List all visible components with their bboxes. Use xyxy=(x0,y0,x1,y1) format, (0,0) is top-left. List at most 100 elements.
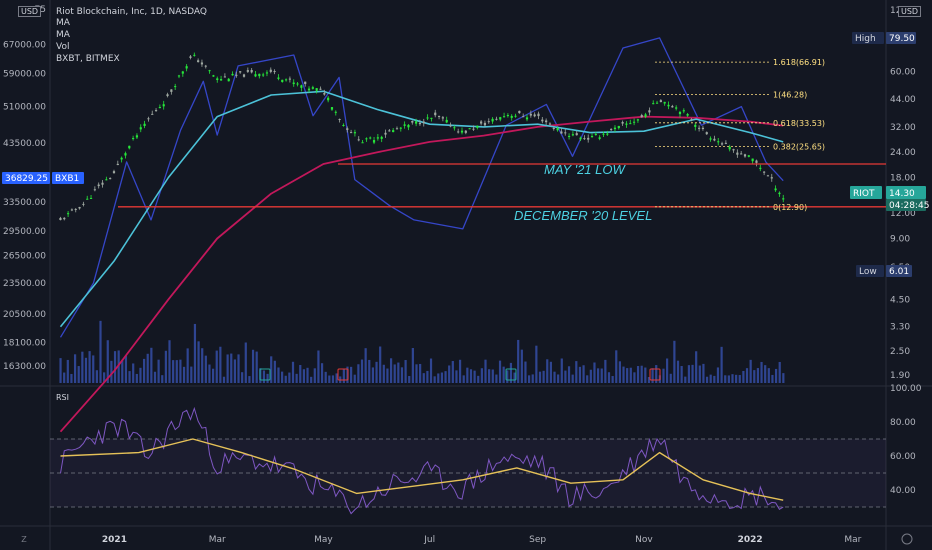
right-currency-badge[interactable]: USD xyxy=(898,6,922,17)
candle-body xyxy=(330,107,334,110)
candle-body xyxy=(445,119,448,123)
x-axis-tick: Jul xyxy=(423,535,435,545)
candle-body xyxy=(659,100,662,103)
volume-bar xyxy=(611,376,614,383)
volume-bar xyxy=(371,367,375,383)
volume-bar xyxy=(103,372,106,383)
candle-body xyxy=(629,123,632,125)
legend-ma-2[interactable]: MA xyxy=(56,30,70,40)
volume-bar xyxy=(197,341,200,383)
candle-body xyxy=(105,179,108,181)
candle-body xyxy=(151,113,154,115)
candle-body xyxy=(590,136,594,138)
candle-body xyxy=(720,143,724,145)
volume-bar xyxy=(629,367,632,383)
candle-body xyxy=(594,133,597,135)
candle-body xyxy=(434,112,437,116)
x-axis-tick: Mar xyxy=(209,535,226,545)
volume-bar xyxy=(615,350,618,383)
volume-bar xyxy=(342,368,345,383)
candle-body xyxy=(384,132,387,135)
volume-bar xyxy=(586,375,589,383)
candle-body xyxy=(216,78,219,81)
volume-bar xyxy=(666,358,669,383)
volume-bar xyxy=(753,370,756,383)
volume-bar xyxy=(393,364,396,383)
volume-bar xyxy=(607,372,611,383)
candle-body xyxy=(112,171,116,174)
volume-bar xyxy=(124,355,128,383)
candle-body xyxy=(579,137,582,140)
candle-body xyxy=(63,217,66,220)
riot-price: 14.30 xyxy=(889,189,915,199)
volume-bar xyxy=(226,354,229,383)
left-currency-badge[interactable]: USD xyxy=(18,6,42,17)
candle-body xyxy=(277,77,280,79)
volume-bar xyxy=(270,356,273,383)
candle-body xyxy=(154,110,158,112)
candle-body xyxy=(109,178,112,180)
x-axis-tick: 2022 xyxy=(738,535,763,545)
candle-body xyxy=(510,115,513,118)
volume-bar xyxy=(400,367,404,383)
candle-body xyxy=(457,131,460,133)
volume-bar xyxy=(713,375,716,383)
btc-value-bg xyxy=(2,172,50,184)
candle-body xyxy=(747,155,750,157)
high-value: 79.50 xyxy=(889,34,915,44)
candle-body xyxy=(682,110,685,112)
candle-body xyxy=(514,115,517,117)
candle-body xyxy=(388,130,391,132)
legend-overlay[interactable]: BXBT, BITMEX xyxy=(56,54,120,64)
volume-bar xyxy=(146,353,149,383)
volume-bar xyxy=(419,363,422,383)
candle-body xyxy=(380,136,383,139)
candle-body xyxy=(525,117,529,120)
volume-bar xyxy=(662,368,665,383)
btc-value: 36829.25 xyxy=(5,174,48,184)
volume-bar xyxy=(299,364,302,383)
volume-bar xyxy=(458,359,462,383)
left-axis-tick: 26500.00 xyxy=(3,252,46,262)
low-value: 6.01 xyxy=(889,267,909,277)
candle-body xyxy=(265,72,269,74)
candle-body xyxy=(686,114,689,116)
volume-bar xyxy=(233,359,236,383)
candle-body xyxy=(78,206,81,209)
volume-bar xyxy=(640,365,643,383)
candle-body xyxy=(476,125,479,128)
volume-bar xyxy=(647,376,651,383)
candle-body xyxy=(740,153,743,155)
volume-bar xyxy=(161,375,164,383)
volume-bar xyxy=(353,374,356,383)
x-axis-tick: May xyxy=(314,535,333,545)
volume-bar xyxy=(179,359,182,383)
legend-ma-1[interactable]: MA xyxy=(56,18,70,28)
volume-bar xyxy=(546,359,549,383)
earnings-icon xyxy=(337,368,349,381)
candle-body xyxy=(468,128,471,130)
rsi-line xyxy=(60,406,784,515)
candle-body xyxy=(717,141,720,143)
volume-bar xyxy=(716,367,720,383)
volume-bar xyxy=(705,376,709,383)
volume-bar xyxy=(451,361,454,383)
ma-fast-line xyxy=(59,90,784,328)
legend-volume[interactable]: Vol xyxy=(56,42,70,52)
volume-bar xyxy=(495,374,498,383)
right-axis-tick: 3.30 xyxy=(890,323,910,333)
candle-body xyxy=(418,122,422,125)
left-axis-tick: 59000.00 xyxy=(3,69,46,79)
volume-bar xyxy=(211,368,215,383)
volume-bar xyxy=(248,376,251,383)
right-axis-tick: 9.00 xyxy=(890,234,910,244)
candle-body xyxy=(231,73,234,76)
low-value-bg xyxy=(886,265,912,277)
right-axis-tick: 18.00 xyxy=(890,174,916,184)
volume-bar xyxy=(437,373,440,383)
volume-bar xyxy=(422,373,425,383)
volume-bar xyxy=(448,365,451,383)
rsi-axis-tick: 80.00 xyxy=(890,418,916,428)
candle-body xyxy=(227,78,230,82)
